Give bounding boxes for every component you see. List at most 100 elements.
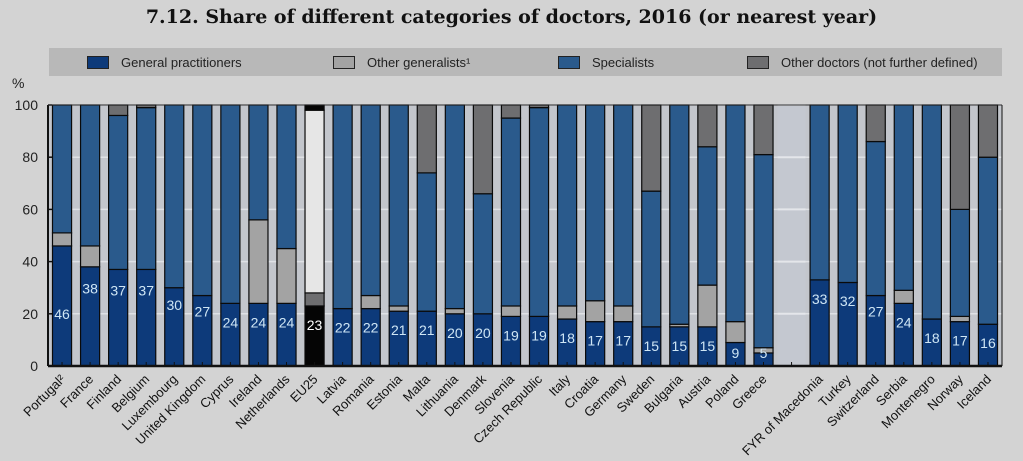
data-label: 21 (391, 322, 407, 338)
legend-label: General practitioners (121, 54, 242, 70)
bar-segment-other-generalists (613, 305, 634, 323)
data-label: 27 (195, 304, 211, 320)
bar-segment-other-generalists (697, 284, 718, 328)
legend-item-specialists: Specialists (558, 54, 655, 70)
bar-segment-specialists (669, 104, 690, 325)
bar-segment-specialists (837, 104, 858, 284)
bar-segment-specialists (753, 153, 774, 349)
data-label: 21 (419, 322, 435, 338)
bar-segment-other-doctors-not-further-defined (641, 104, 662, 192)
bar-segment-specialists (865, 140, 886, 297)
bar-segment-other-generalists (500, 305, 522, 318)
bar-segment-other-doctors-not-further-defined (949, 104, 971, 211)
bar-segment-other-doctors-not-further-defined (865, 104, 886, 143)
bar-segment-specialists (613, 104, 634, 307)
bar-segment-specialists (921, 104, 942, 320)
data-label: 38 (82, 280, 98, 296)
bar-segment-specialists (388, 104, 409, 307)
y-tick-label: 100 (15, 97, 39, 113)
data-label: 37 (138, 282, 154, 298)
bar-segment-general-practitioners (332, 307, 353, 367)
data-label: 20 (475, 325, 491, 341)
bar-segment-general-practitioners (893, 302, 914, 367)
bar-segment-specialists (977, 156, 999, 325)
bar-segment-specialists (220, 104, 241, 304)
bar-segment-other-generalists (79, 245, 101, 268)
data-label: 46 (54, 306, 70, 322)
bar-segment-specialists (472, 193, 494, 315)
chart-title: 7.12. Share of different categories of d… (145, 6, 878, 28)
bar-segment-other-doctors-not-further-defined (500, 104, 522, 119)
y-tick-label: 0 (30, 358, 38, 374)
bar-segment-other-generalists (585, 300, 606, 323)
plot-area: 02040608010046Portugal²38France37Finland… (15, 97, 1003, 458)
bar-segment-other-generalists (51, 232, 73, 247)
data-label: 24 (896, 314, 912, 330)
bar-segment-other-doctors-not-further-defined (977, 104, 999, 158)
data-label: 18 (559, 330, 575, 346)
bar-segment-other-doctors-not-further-defined (108, 104, 129, 117)
bar-segment-specialists (79, 104, 101, 247)
data-label: 15 (672, 338, 688, 354)
data-label: 5 (760, 345, 768, 361)
bar-segment-other-generalists (304, 292, 325, 307)
bar-segment-specialists (641, 190, 662, 328)
data-label: 18 (924, 330, 940, 346)
bar-segment-other-generalists (444, 307, 465, 315)
plot-background (48, 105, 1002, 366)
bar-segment-other-generalists (725, 321, 746, 344)
bar-segment-other-doctors-not-further-defined (472, 104, 494, 195)
data-label: 24 (251, 314, 267, 330)
bar-segment-general-practitioners (248, 302, 269, 367)
bar-segment-specialists (192, 104, 213, 297)
data-label: 15 (643, 338, 659, 354)
legend-swatch-general-practitioners (87, 55, 109, 69)
data-label: 30 (166, 297, 182, 313)
bar-segment-specialists (136, 107, 157, 271)
legend: General practitioners Other generalists¹… (49, 48, 1002, 76)
bar-segment-general-practitioners (416, 310, 437, 367)
bar-segment-other-generalists (276, 247, 297, 304)
bar-segment-general-practitioners (220, 302, 241, 367)
data-label: 20 (447, 325, 463, 341)
bar-segment-specialists (697, 146, 718, 286)
bar-segment-general-practitioners (388, 310, 409, 367)
bar-segment-other-generalists (388, 305, 409, 312)
data-label: 33 (812, 291, 828, 307)
legend-swatch-other-generalists (333, 55, 355, 69)
bar-segment-specialists (556, 104, 578, 307)
bar-segment-other-generalists (949, 315, 971, 323)
data-label: 37 (110, 282, 126, 298)
data-label: 24 (223, 314, 239, 330)
bar-segment-general-practitioners (360, 307, 381, 367)
y-tick-label: 80 (22, 149, 38, 165)
legend-label: Specialists (592, 54, 655, 70)
bar-segment-general-practitioners (276, 302, 297, 367)
data-label: 32 (840, 293, 856, 309)
bar-segment-other-generalists (556, 305, 578, 320)
bar-segment-other-generalists (893, 289, 914, 304)
legend-swatch-other-doctors (747, 55, 769, 69)
bar-segment-specialists (528, 107, 550, 318)
data-label: 22 (363, 320, 379, 336)
bar-segment-specialists (108, 114, 129, 271)
data-label: 17 (952, 333, 968, 349)
data-label: 9 (732, 345, 740, 361)
bar-segment-specialists (725, 104, 746, 323)
bar-segment-specialists (276, 104, 297, 250)
bar-segment-general-practitioners (304, 305, 325, 367)
data-label: 24 (279, 314, 295, 330)
data-label: 22 (335, 320, 351, 336)
gap-separator (777, 105, 806, 366)
legend-swatch-specialists (558, 55, 580, 69)
bar-segment-specialists (164, 104, 185, 289)
data-label: 19 (503, 327, 519, 343)
bar-segment-other-generalists (248, 219, 269, 304)
legend-item-other-generalists: Other generalists¹ (333, 55, 470, 70)
bar-segment-specialists (416, 172, 437, 312)
bar-segment-other-doctors-not-further-defined (697, 104, 718, 148)
bar-segment-other-doctors-not-further-defined (753, 104, 774, 156)
bar-segment-other-doctors-not-further-defined (416, 104, 437, 174)
data-label: 15 (700, 338, 716, 354)
x-tick-label: EU25 (287, 372, 321, 406)
